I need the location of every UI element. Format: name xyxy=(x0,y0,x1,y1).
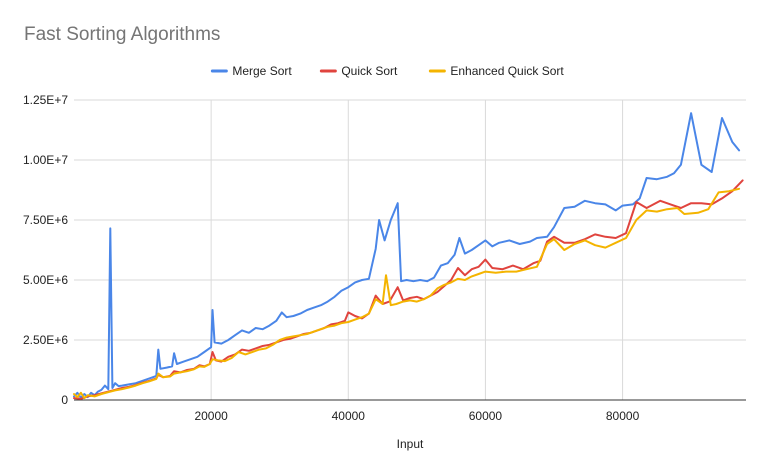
y-tick-label: 1.00E+7 xyxy=(23,153,68,167)
x-tick-label: 60000 xyxy=(469,409,503,423)
y-tick-label: 5.00E+6 xyxy=(23,273,68,287)
x-tick-label: 80000 xyxy=(606,409,640,423)
legend-label-enhanced-quick-sort: Enhanced Quick Sort xyxy=(450,64,564,78)
axis-layer: 0 2.50E+6 5.00E+6 7.50E+6 1.00E+7 1.25E+7 2000… xyxy=(23,93,746,451)
y-tick-label: 1.25E+7 xyxy=(23,93,68,107)
y-tick-label: 2.50E+6 xyxy=(23,333,68,347)
x-tick-label: 40000 xyxy=(332,409,366,423)
chart-title: Fast Sorting Algorithms xyxy=(24,24,221,45)
x-axis-title: Input xyxy=(397,437,424,451)
legend-label-quick-sort: Quick Sort xyxy=(341,64,398,78)
legend: Merge Sort Quick Sort Enhanced Quick Sort xyxy=(210,64,564,78)
x-tick-label: 20000 xyxy=(194,409,228,423)
series-line-enhanced-quick-sort xyxy=(73,187,741,400)
y-tick-label: 7.50E+6 xyxy=(23,213,68,227)
series-layer xyxy=(73,112,744,400)
series-line-merge-sort xyxy=(73,112,741,399)
legend-label-merge-sort: Merge Sort xyxy=(232,64,292,78)
y-tick-label: 0 xyxy=(61,393,68,407)
